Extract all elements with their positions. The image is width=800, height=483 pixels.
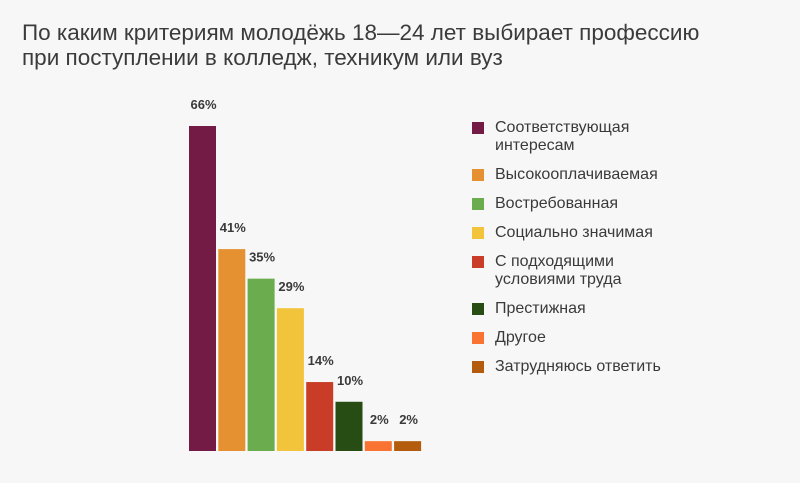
legend-label: Престижная: [495, 300, 685, 318]
bar-value-label-8: 2%: [399, 412, 418, 427]
legend-label: Затрудняюсь ответить: [495, 358, 685, 376]
legend-label: Соответствующая интересам: [495, 119, 685, 155]
bar-value-label-4: 29%: [278, 279, 304, 294]
legend-label: С подходящими условиями труда: [495, 253, 685, 289]
legend-label-line: С подходящими: [495, 253, 614, 270]
bar-value-label-7: 2%: [370, 412, 389, 427]
legend-swatch: [472, 332, 484, 344]
legend-swatch: [472, 169, 484, 181]
bar-6: [335, 401, 363, 451]
bar-8: [394, 441, 422, 451]
legend-swatch: [472, 361, 484, 373]
bar-1: [189, 126, 216, 451]
bar-2: [218, 249, 246, 451]
legend-label-line: условиями труда: [495, 271, 622, 288]
legend-label-line: Затрудняюсь ответить: [495, 358, 661, 375]
legend-label-line: Социально значимая: [495, 224, 653, 241]
bar-5: [306, 382, 334, 451]
chart-title: По каким критериям молодёжь 18—24 лет вы…: [22, 20, 782, 70]
legend-item-6: Престижная: [472, 300, 772, 318]
bar-7: [364, 441, 392, 451]
legend-swatch: [472, 198, 484, 210]
legend-label: Востребованная: [495, 195, 685, 213]
bar-3: [247, 278, 275, 451]
legend-label-line: Высокооплачиваемая: [495, 166, 658, 183]
chart-legend: Соответствующая интересам Высокооплачиваем…: [472, 119, 772, 387]
legend-item-2: Высокооплачиваемая: [472, 166, 772, 184]
legend-label: Высокооплачиваемая: [495, 166, 685, 184]
bar-value-label-1: 66%: [190, 97, 216, 112]
legend-label-line: Соответствующая: [495, 119, 630, 136]
legend-label-line: Востребованная: [495, 195, 619, 212]
legend-swatch: [472, 122, 484, 134]
legend-swatch: [472, 303, 484, 315]
legend-label: Другое: [495, 329, 685, 347]
chart-title-line-2: при поступлении в колледж, техникум или …: [22, 45, 503, 70]
bar-value-label-6: 10%: [337, 373, 363, 388]
legend-item-5: С подходящими условиями труда: [472, 253, 772, 289]
legend-label-line: Другое: [495, 329, 546, 346]
legend-item-1: Соответствующая интересам: [472, 119, 772, 155]
legend-item-8: Затрудняюсь ответить: [472, 358, 772, 376]
bar-4: [276, 308, 304, 451]
chart-title-line-1: По каким критериям молодёжь 18—24 лет вы…: [22, 20, 700, 45]
bar-value-label-3: 35%: [249, 250, 275, 265]
legend-item-4: Социально значимая: [472, 224, 772, 242]
bar-value-label-5: 14%: [308, 353, 334, 368]
legend-swatch: [472, 256, 484, 268]
legend-swatch: [472, 227, 484, 239]
legend-label: Социально значимая: [495, 224, 685, 242]
legend-item-7: Другое: [472, 329, 772, 347]
legend-label-line: интересам: [495, 137, 575, 154]
legend-item-3: Востребованная: [472, 195, 772, 213]
legend-label-line: Престижная: [495, 300, 586, 317]
bar-value-label-2: 41%: [220, 220, 246, 235]
